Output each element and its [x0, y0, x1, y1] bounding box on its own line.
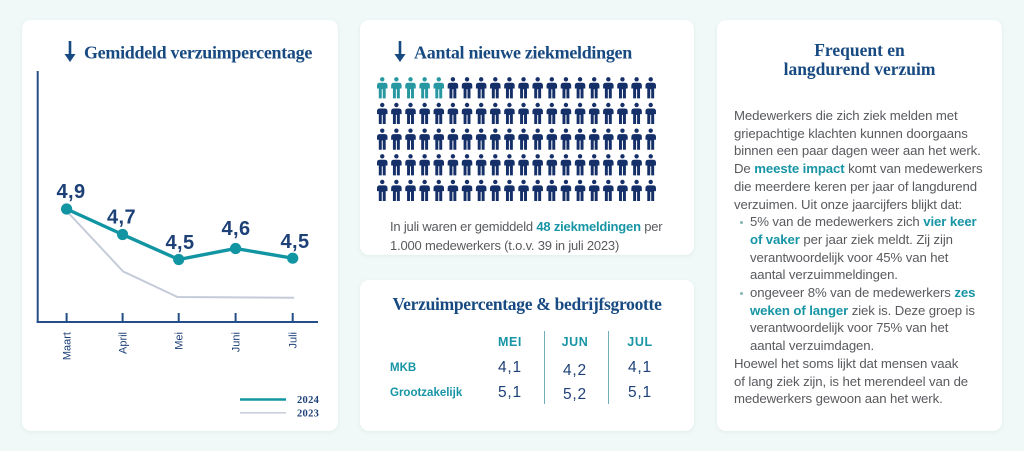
svg-text:Maart: Maart: [62, 332, 74, 360]
svg-text:4,5: 4,5: [280, 231, 309, 253]
svg-text:4,6: 4,6: [221, 218, 250, 240]
svg-text:Mei: Mei: [174, 332, 186, 350]
svg-text:Juli: Juli: [288, 332, 300, 349]
svg-text:Juni: Juni: [231, 332, 243, 352]
svg-text:April: April: [118, 332, 130, 354]
svg-text:2024: 2024: [297, 395, 320, 406]
svg-text:2023: 2023: [297, 408, 319, 419]
svg-text:4,5: 4,5: [165, 232, 194, 254]
svg-text:4,7: 4,7: [107, 207, 136, 229]
svg-text:4,9: 4,9: [56, 181, 85, 203]
